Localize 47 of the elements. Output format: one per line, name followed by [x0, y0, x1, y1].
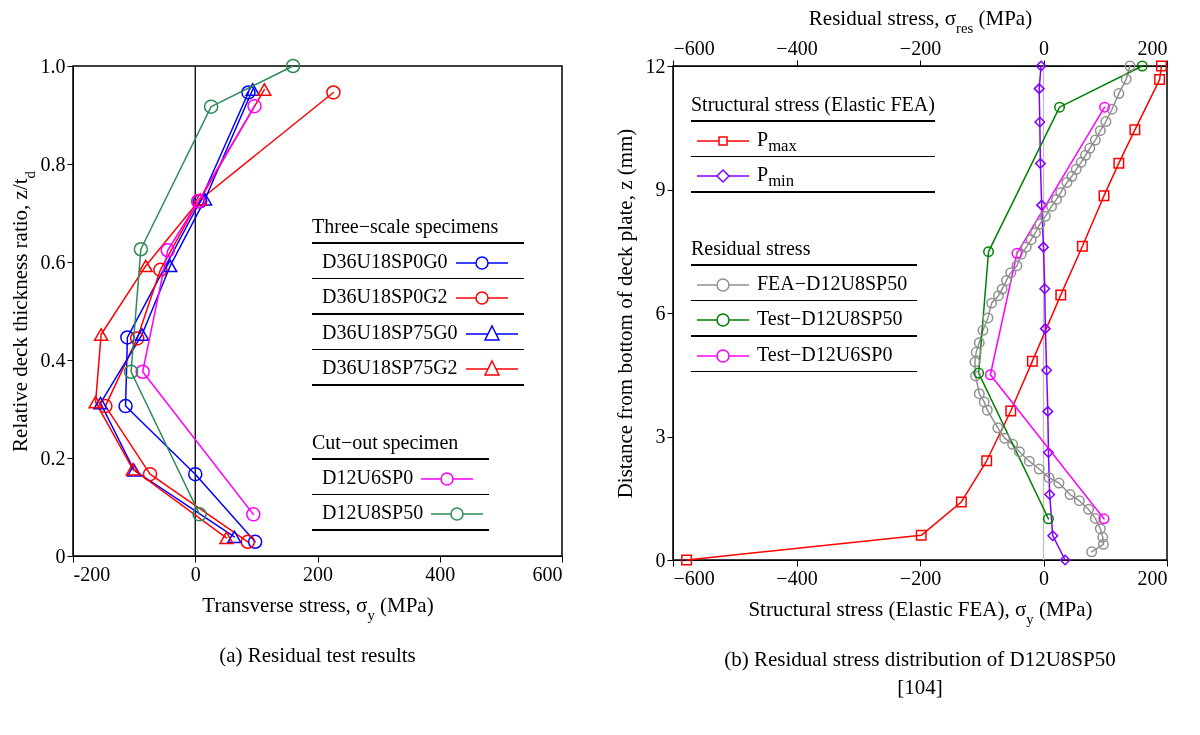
legend-label: Test−D12U6SP0	[757, 342, 893, 365]
y-tick-label: 0.2	[40, 446, 66, 469]
text: Cut−out specimen	[312, 431, 459, 453]
legend-label: D36U18SP0G2	[322, 285, 448, 307]
y-tick-label: 0	[55, 544, 66, 567]
y-tick-label: 3	[655, 425, 666, 447]
x-tick-label: −400	[776, 566, 818, 589]
x2-tick-label: −600	[673, 36, 715, 59]
x-tick-label: −600	[673, 566, 715, 589]
x-tick-label: 0	[1039, 566, 1049, 589]
text: (b) Residual stress distribution of D12U8SP50 [104]	[724, 647, 1116, 699]
legend-label: Test−D12U8SP50	[757, 307, 903, 329]
text: Residual stress	[691, 237, 811, 259]
legend-label: FEA−D12U8SP50	[757, 271, 908, 294]
text: (a) Residual test results	[219, 643, 416, 667]
x-tick-label: 600	[532, 562, 563, 585]
x2-axis-title: Residual stress, σ$_{res}$ (MPa)	[808, 5, 1033, 36]
x-tick-label: -200	[73, 562, 111, 585]
legend-label: D36U18SP75G0	[322, 320, 458, 343]
legend-label: P$_{max}$	[757, 127, 797, 155]
x2-tick-label: 0	[1039, 36, 1049, 59]
legend-label: D12U8SP50	[322, 501, 424, 523]
y-tick-label: 0.4	[40, 348, 66, 371]
x-axis-title: Structural stress (Elastic FEA), σ$_{y}$ (MPa)	[748, 596, 1093, 627]
x-tick-label: 200	[1137, 566, 1168, 589]
legend-label: P$_{min}$	[757, 163, 795, 190]
x2-tick-label: 200	[1137, 36, 1168, 59]
y-tick-label: 6	[655, 301, 666, 324]
x-tick-label: 200	[303, 562, 333, 585]
y-tick-label: 0	[655, 548, 666, 571]
text: Structural stress (Elastic FEA)	[691, 93, 935, 115]
text: Three−scale specimens	[312, 215, 499, 237]
x-axis-title: Transverse stress, σ$_{y}$ (MPa)	[202, 592, 434, 623]
legend-label: D12U6SP0	[322, 465, 414, 488]
x2-tick-label: −200	[899, 36, 942, 59]
x-tick-label: 0	[190, 562, 201, 585]
legend-label: D36U18SP0G0	[322, 249, 448, 272]
y-tick-label: 9	[655, 178, 666, 200]
y-axis-title: Distance from bottom of deck plate, z (mm)	[612, 128, 637, 499]
x-tick-label: −200	[899, 566, 942, 589]
y-tick-label: 12	[645, 54, 666, 77]
y-tick-label: 0.8	[40, 152, 66, 175]
legend-label: D36U18SP75G2	[322, 356, 458, 378]
y-tick-label: 0.6	[40, 250, 66, 273]
x-tick-label: 400	[425, 562, 456, 585]
y-tick-label: 1.0	[40, 54, 66, 77]
x2-tick-label: −400	[776, 36, 818, 59]
